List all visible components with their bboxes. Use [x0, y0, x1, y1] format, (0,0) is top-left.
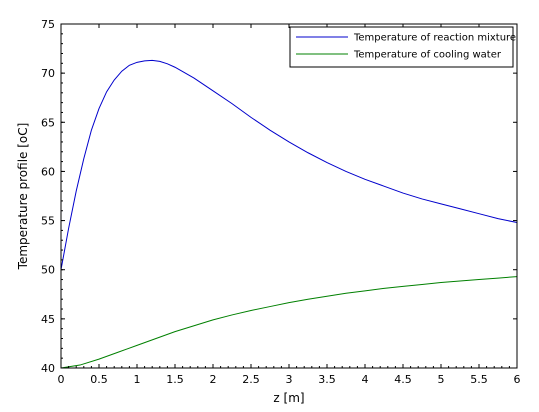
y-tick-label: 75: [41, 18, 55, 31]
series-line-1: [60, 59, 518, 270]
y-tick-label: 70: [41, 67, 55, 80]
legend-box: [289, 26, 514, 68]
y-axis-label: Temperature profile [oC]: [16, 123, 30, 271]
x-tick-label: 2: [210, 373, 217, 386]
x-tick-label: 4: [362, 373, 369, 386]
x-tick-label: 1.5: [166, 373, 184, 386]
x-tick-label: 3.5: [318, 373, 336, 386]
legend-label-1: Temperature of reaction mixture: [353, 33, 516, 44]
x-tick-label: 5: [438, 373, 445, 386]
y-tick-label: 60: [41, 165, 55, 178]
x-tick-label: 0.5: [90, 373, 108, 386]
plot-area: [61, 24, 517, 368]
y-tick-label: 55: [41, 215, 55, 228]
x-tick-label: 2.5: [242, 373, 260, 386]
y-tick-label: 40: [41, 362, 55, 375]
x-tick-label: 4.5: [394, 373, 412, 386]
x-tick-label: 0: [58, 373, 65, 386]
y-tick-label: 65: [41, 116, 55, 129]
legend: Temperature of reaction mixture Temperatu…: [289, 26, 516, 68]
x-tick-label: 3: [286, 373, 293, 386]
legend-label-2: Temperature of cooling water: [353, 50, 502, 61]
series-line-2: [60, 276, 518, 369]
y-tick-label: 45: [41, 313, 55, 326]
series-layer: [60, 59, 518, 369]
axis-layer: 0 0.5 1 1.5 2 2.5 3 3.5 4 4.5 5 5.5 6 40 45 50 55 60 65 70 7…: [41, 18, 521, 386]
x-tick-label: 6: [514, 373, 521, 386]
y-tick-label: 50: [41, 264, 55, 277]
x-axis-label: z [m]: [273, 391, 304, 405]
x-tick-label: 1: [134, 373, 141, 386]
x-tick-label: 5.5: [470, 373, 488, 386]
